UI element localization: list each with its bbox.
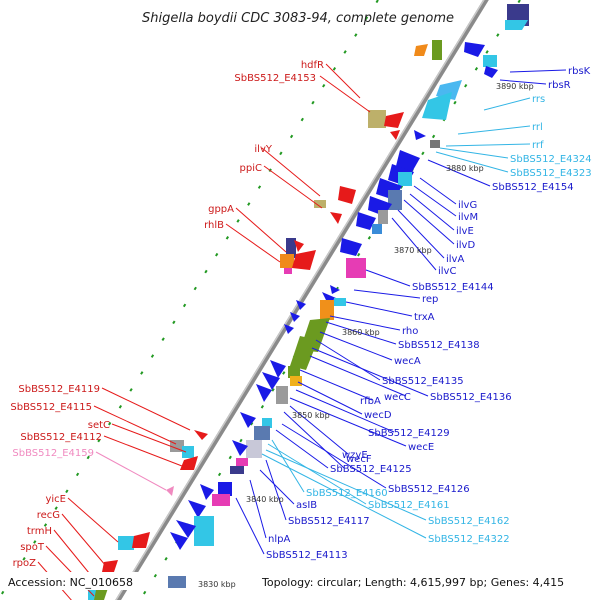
gene-label: SbBS512_E4162 [428,516,510,527]
gene-label: ilvE [456,226,474,237]
gene-label: rrs [532,94,545,105]
gene-label: yicE [45,494,66,505]
gene-label: ilvY [254,144,272,155]
tick-label-3830: 3830 kbp [198,580,236,589]
gene-label: trmH [27,526,52,537]
forward-strand-genes [168,4,529,588]
tick-label-3890: 3890 kbp [496,82,534,91]
gene-label: rep [422,294,438,305]
topology-text: Topology: circular; Length: 4,615,997 bp… [261,576,564,589]
gene-label: SbBS512_E4136 [430,392,512,403]
gene-label: wzyE [342,450,368,461]
gene-label: SbBS512_E4322 [428,534,510,545]
gene-label: SbBS512_E4113 [266,550,348,561]
gene-label: setC [88,420,110,431]
gene-label: SbBS512_E4135 [382,376,464,387]
gene-label: ilvC [438,266,456,277]
gene-label: SbBS512_E4112 [20,432,102,443]
tick-label-3850: 3850 kbp [292,411,330,420]
gene-label: SbBS512_E4119 [18,384,100,395]
gene-label: SbBS512_E4160 [306,488,388,499]
gene-label: SbBS512_E4159 [12,448,94,459]
gene-label: rfbA [360,396,381,407]
gene-label: wecE [408,442,434,453]
tick-label-3870: 3870 kbp [394,246,432,255]
gene-label: spoT [20,542,45,553]
gene-label: SbBS512_E4324 [510,154,592,165]
accession-text: Accession: NC_010658 [8,576,133,589]
gene-label: wecC [384,392,411,403]
gene-label: rbsK [568,66,591,77]
reverse-strand-genes [88,40,442,600]
right-gene-labels: rbsK rbsR rrs rrl rrf SbBS512_E4324 SbBS… [266,66,592,561]
gene-label: nlpA [268,534,290,545]
gene-label: SbBS512_E4144 [412,282,494,293]
gene-label: SbBS512_E4154 [492,182,574,193]
gene-label: SbBS512_E4126 [388,484,470,495]
gene-label: ilvA [446,254,464,265]
gene-label: rrl [532,122,543,133]
tick-label-3880: 3880 kbp [446,164,484,173]
tick-label-3860: 3860 kbp [342,328,380,337]
right-callouts [235,69,567,555]
gene-label: rrf [532,140,544,151]
gene-label: SbBS512_E4161 [368,500,450,511]
gene-label: rbsR [548,80,571,91]
gene-label: recG [37,510,60,521]
gene-label: SbBS512_E4129 [368,428,450,439]
gene-label: SbBS512_E4323 [510,168,592,179]
gene-label: wecF [346,454,372,465]
gene-label: wecD [364,410,392,421]
gene-label: wecA [394,356,421,367]
gene-label: rpoZ [13,558,37,569]
gene-label: SbBS512_E4153 [234,73,316,84]
gene-label: asIB [296,500,317,511]
gene-label: SbBS512_E4117 [288,516,370,527]
gene-label: ppiC [240,163,262,174]
gene-label: rhlB [204,220,224,231]
gene-label: hdfR [301,60,324,71]
tick-label-3840: 3840 kbp [246,495,284,504]
gene-label: ilvG [458,200,477,211]
gene-label: ilvD [456,240,475,251]
left-gene-labels: hdfR SbBS512_E4153 ilvY ppiC gppA rhlB S… [10,60,324,569]
gene-label: gppA [208,204,234,215]
gene-label: trxA [414,312,435,323]
genome-backbone [115,0,489,600]
map-title: Shigella boydii CDC 3083-94, complete ge… [142,11,454,26]
gene-label: ilvM [458,212,478,223]
gene-label: SbBS512_E4138 [398,340,480,351]
gene-label: SbBS512_E4125 [330,464,412,475]
gene-label: rho [402,326,418,337]
gene-label: SbBS512_E4115 [10,402,92,413]
